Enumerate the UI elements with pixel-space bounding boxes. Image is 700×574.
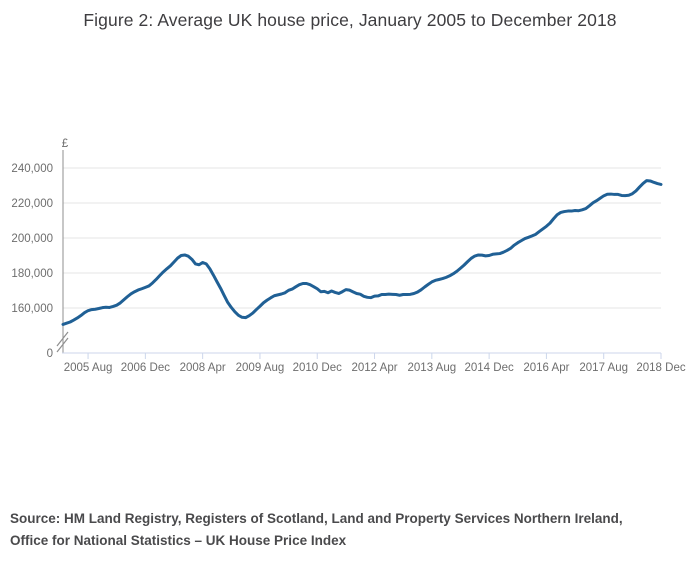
x-tick-label: 2008 Apr [180,362,226,374]
y-tick-label: 180,000 [11,268,53,280]
source-note: Source: HM Land Registry, Registers of S… [10,508,695,552]
axis-break-icon [56,337,69,353]
y-zero-label: 0 [47,348,53,360]
currency-label: £ [62,138,69,150]
x-tick-label: 2013 Aug [408,362,457,374]
x-tick-label: 2010 Dec [293,362,342,374]
house-price-series-line [61,179,663,326]
x-tick-label: 2006 Dec [121,362,170,374]
source-line-1: Source: HM Land Registry, Registers of S… [10,511,623,526]
y-tick-label: 220,000 [11,198,53,210]
x-tick-label: 2012 Apr [352,362,398,374]
y-tick-label: 200,000 [11,233,53,245]
y-tick-label: 160,000 [11,303,53,315]
house-price-line-chart: 240,000 220,000 200,000 180,000 160,000 0 £200… [11,138,685,374]
x-tick-label: 2018 Dec [636,362,685,374]
x-tick-label: 2005 Aug [64,362,113,374]
figure-title: Figure 2: Average UK house price, Januar… [83,10,617,30]
x-tick-label: 2016 Apr [523,362,569,374]
axis-break-icon [56,331,69,347]
source-line-2: Office for National Statistics – UK Hous… [10,533,347,548]
x-tick-label: 2014 Dec [465,362,514,374]
x-tick-label: 2009 Aug [236,362,285,374]
x-tick-label: 2017 Aug [579,362,628,374]
y-tick-label: 240,000 [11,163,53,175]
